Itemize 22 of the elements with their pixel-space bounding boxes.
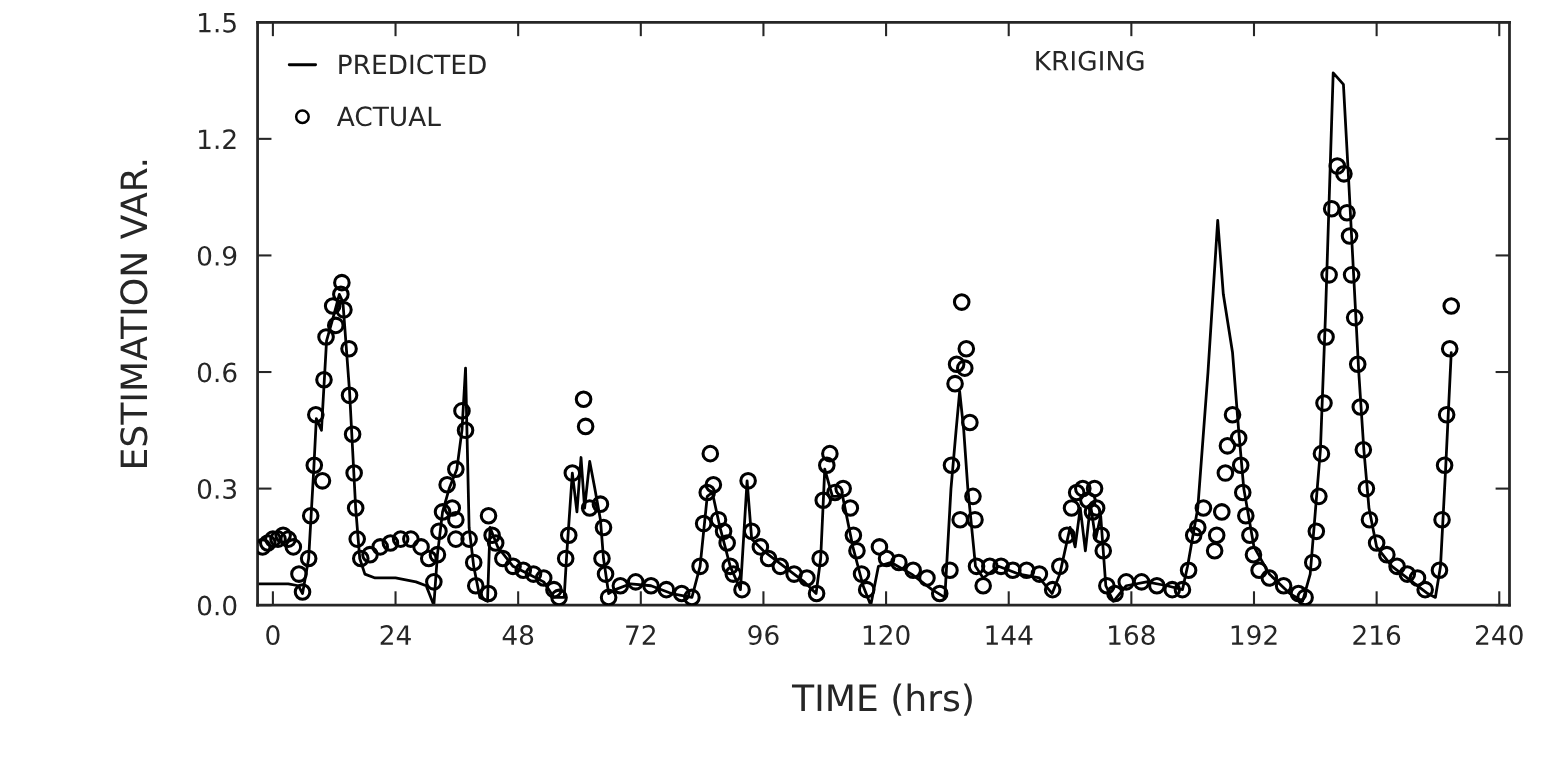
- y-tick-label: 1.2: [199, 129, 236, 149]
- y-tick-label: 0.9: [197, 245, 237, 266]
- x-tick-label: 24: [380, 625, 411, 645]
- x-tick-label: 168: [1109, 625, 1155, 646]
- legend-label: PREDICTED: [339, 54, 486, 75]
- y-tick-label: 0.3: [197, 479, 237, 499]
- x-tick-label: 240: [1476, 625, 1523, 646]
- y-tick-label: 1.5: [199, 13, 236, 33]
- x-tick-label: 192: [1231, 625, 1277, 646]
- y-axis-title: ESTIMATION VAR.: [120, 160, 148, 467]
- y-tick-label: 0.0: [197, 595, 237, 616]
- legend-label: ACTUAL: [336, 106, 441, 127]
- x-tick-label: 144: [986, 625, 1033, 645]
- x-tick-label: 48: [502, 625, 534, 646]
- annotation: KRIGING: [1036, 50, 1144, 71]
- x-tick-label: 120: [863, 625, 910, 646]
- y-tick-label: 0.6: [197, 362, 237, 383]
- x-tick-label: 72: [626, 625, 655, 645]
- x-tick-label: 0: [266, 625, 280, 646]
- x-axis-title: TIME (hrs): [791, 683, 972, 716]
- x-tick-label: 96: [748, 625, 779, 646]
- x-tick-label: 216: [1353, 625, 1401, 646]
